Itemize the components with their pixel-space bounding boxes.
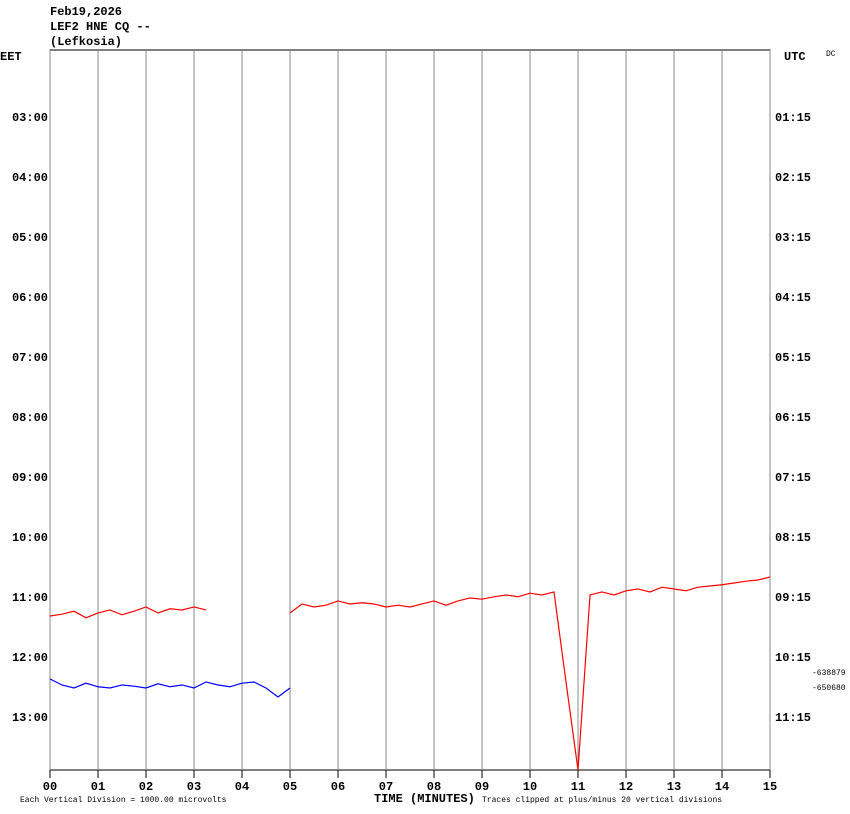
y-tick-label: 07:00 <box>12 351 48 365</box>
y2-tick-label: 07:15 <box>775 471 811 485</box>
y-tick-label: 13:00 <box>12 711 48 725</box>
y-tick-label: 12:00 <box>12 651 48 665</box>
y-tick-label: 09:00 <box>12 471 48 485</box>
y2-tick-label: 09:15 <box>775 591 811 605</box>
x-tick-label: 04 <box>235 780 249 794</box>
y2-tick-label: 06:15 <box>775 411 811 425</box>
title-line: Feb19,2026 <box>50 5 122 19</box>
trace <box>289 576 771 771</box>
title-line: LEF2 HNE CQ -- <box>50 20 151 34</box>
plot-frame <box>49 49 771 771</box>
side-value: -638879 <box>812 669 846 678</box>
x-tick-label: 03 <box>187 780 201 794</box>
x-tick-label: 12 <box>619 780 633 794</box>
y2-axis-label: UTC <box>784 50 806 64</box>
side-value: -650680 <box>812 684 846 693</box>
y-axis-label: EET <box>0 50 22 64</box>
y-tick-label: 06:00 <box>12 291 48 305</box>
x-tick-label: 09 <box>475 780 489 794</box>
x-tick-label: 06 <box>331 780 345 794</box>
x-tick-label: 05 <box>283 780 297 794</box>
x-tick-label: 10 <box>523 780 537 794</box>
y-tick-label: 10:00 <box>12 531 48 545</box>
y2-tick-label: 04:15 <box>775 291 811 305</box>
y-tick-label: 04:00 <box>12 171 48 185</box>
note: Each Vertical Division = 1000.00 microvo… <box>20 796 227 805</box>
y-tick-label: 11:00 <box>12 591 48 605</box>
x-tick-label: 08 <box>427 780 441 794</box>
y2-tick-label: 08:15 <box>775 531 811 545</box>
y-tick-label: 03:00 <box>12 111 48 125</box>
x-axis-label: TIME (MINUTES) <box>374 792 475 806</box>
y2-tick-label: 01:15 <box>775 111 811 125</box>
x-tick-label: 13 <box>667 780 681 794</box>
y2-tick-label: 03:15 <box>775 231 811 245</box>
y2-tick-label: 02:15 <box>775 171 811 185</box>
y-tick-label: 08:00 <box>12 411 48 425</box>
x-tick-label: 07 <box>379 780 393 794</box>
x-tick-label: 02 <box>139 780 153 794</box>
trace <box>49 678 291 698</box>
x-tick-label: 14 <box>715 780 729 794</box>
note: Traces clipped at plus/minus 20 vertical… <box>482 796 722 805</box>
trace <box>49 606 207 619</box>
y2-tick-label: 10:15 <box>775 651 811 665</box>
x-tick-label: 15 <box>763 780 777 794</box>
x-tick-label: 01 <box>91 780 105 794</box>
y2-tick-label: 05:15 <box>775 351 811 365</box>
corner-label: DC <box>826 50 836 59</box>
x-tick-label: 00 <box>43 780 57 794</box>
y2-tick-label: 11:15 <box>775 711 811 725</box>
title-line: (Lefkosia) <box>50 35 122 49</box>
y-tick-label: 05:00 <box>12 231 48 245</box>
x-tick-label: 11 <box>571 780 585 794</box>
